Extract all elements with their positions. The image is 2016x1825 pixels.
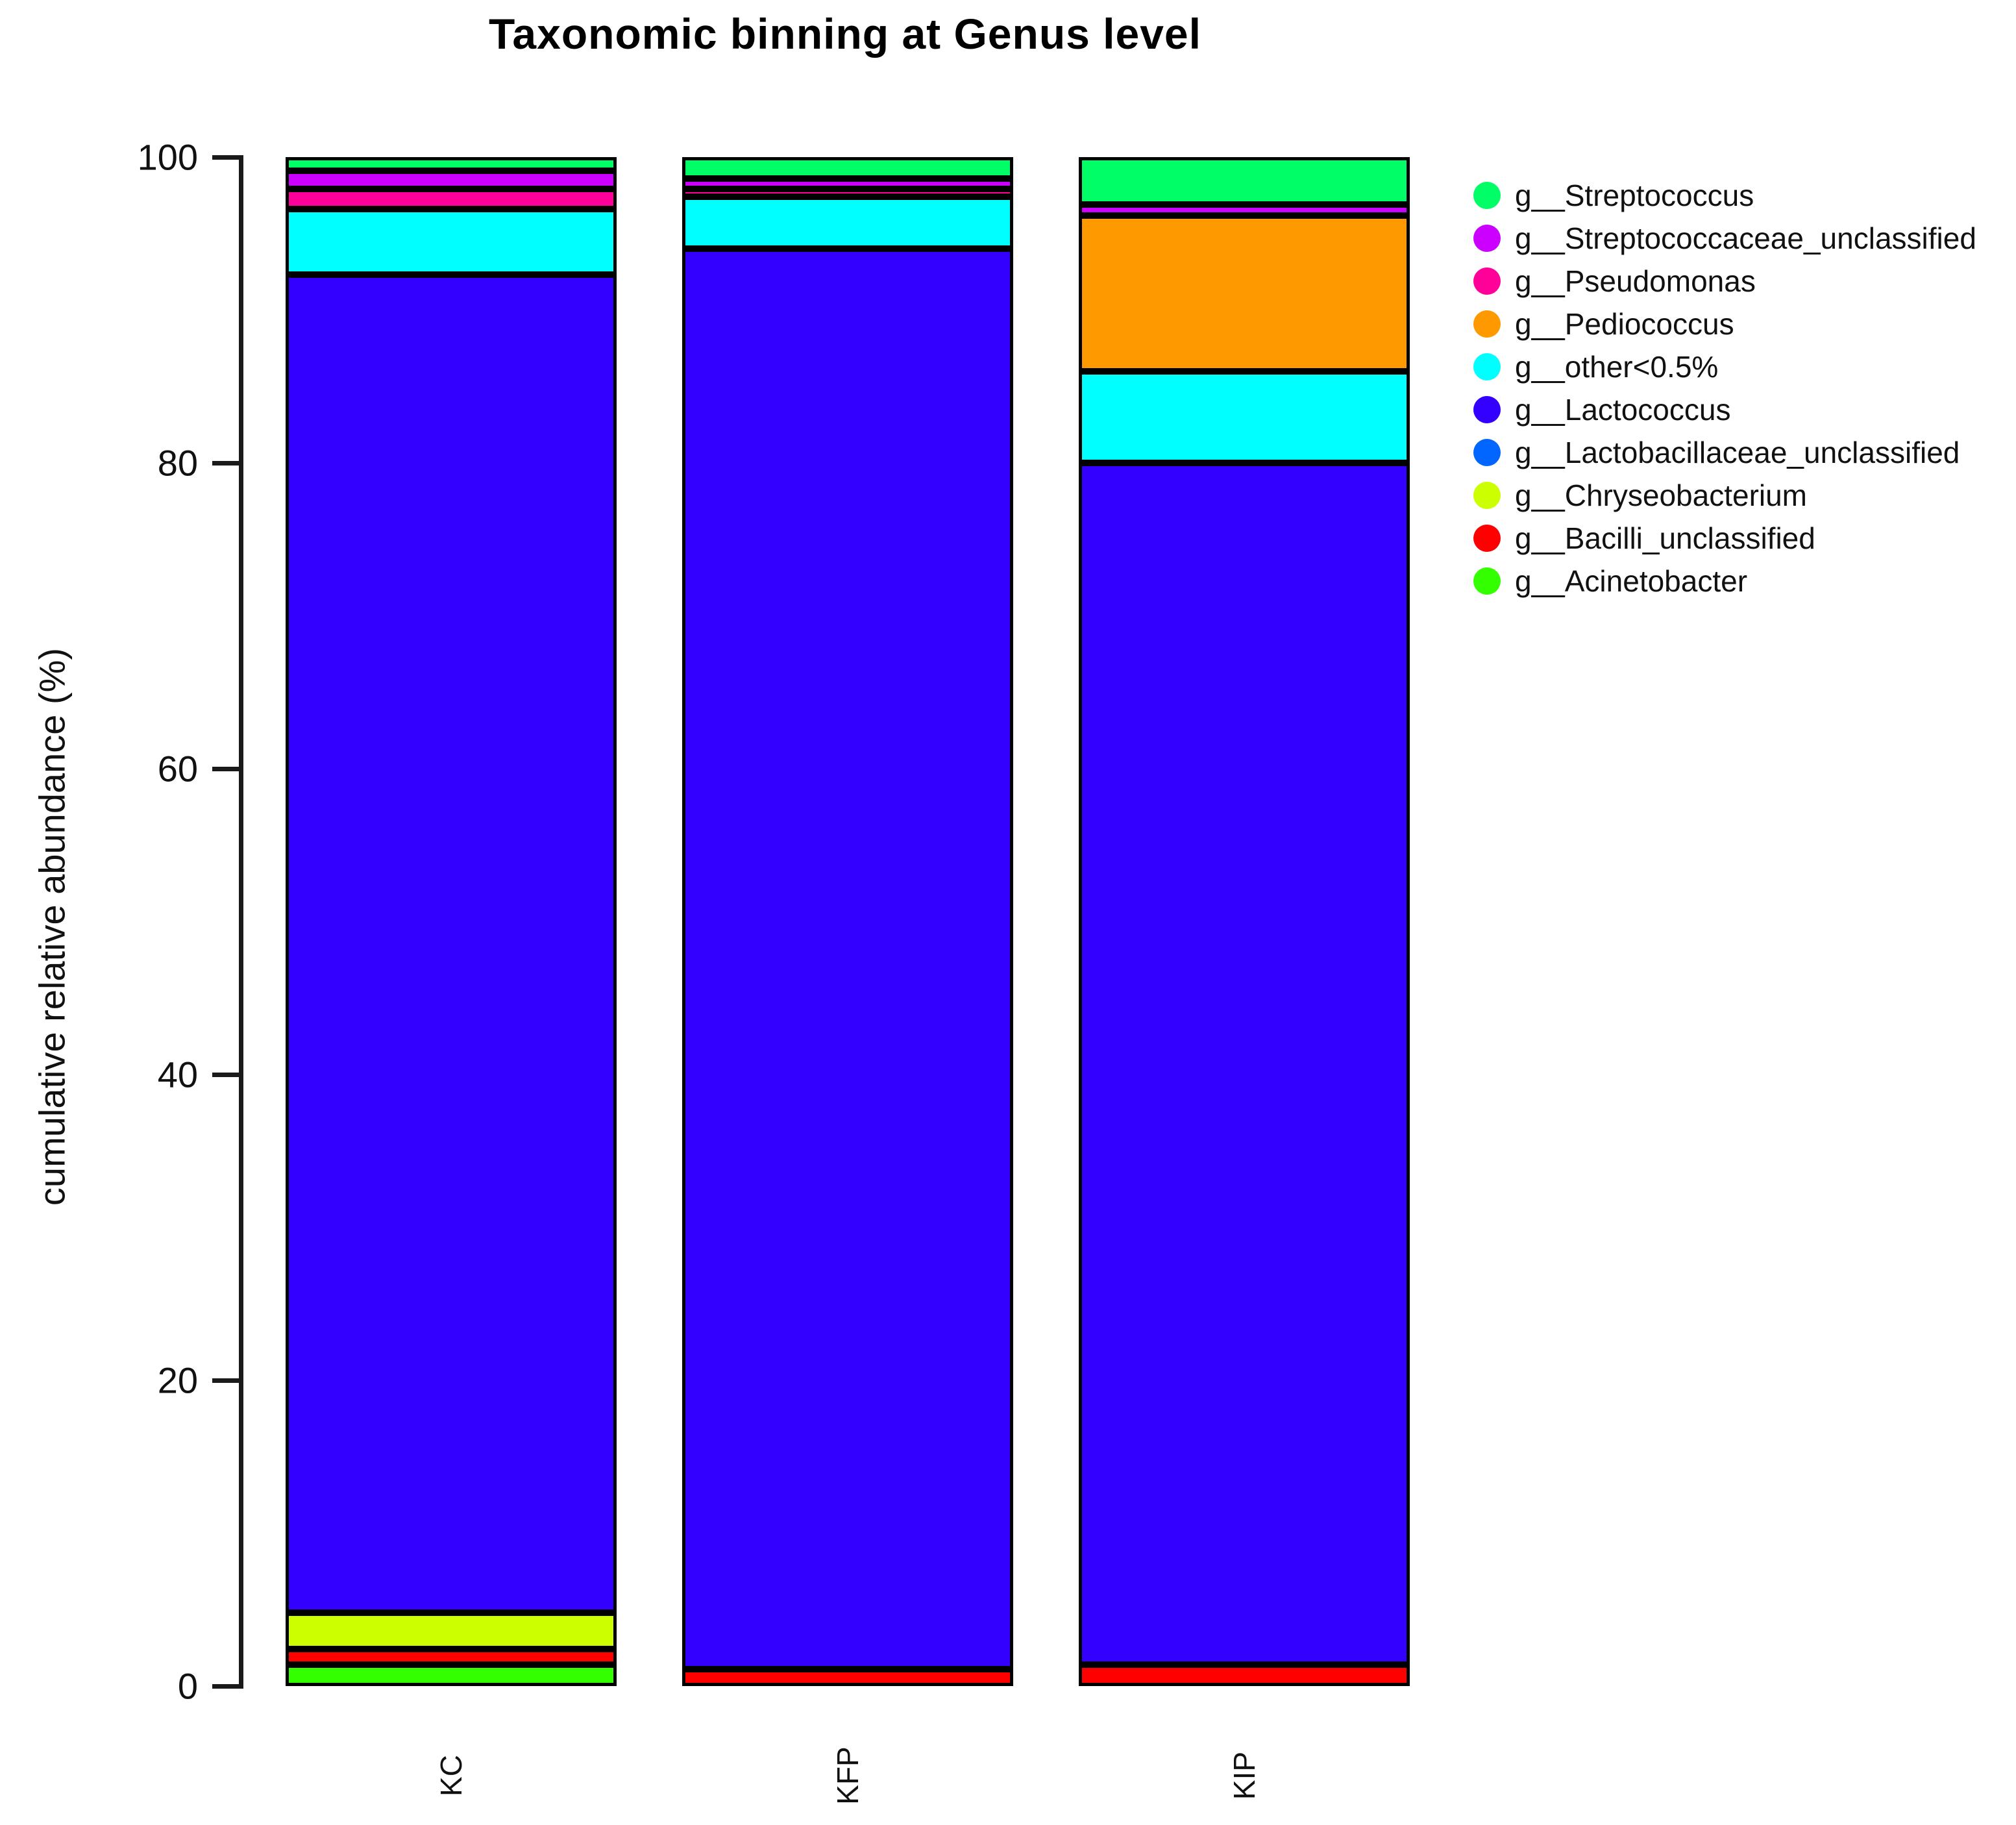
- legend-label: g__Streptococcus: [1515, 179, 1754, 212]
- y-tick: [212, 767, 242, 771]
- legend-label: g__Pseudomonas: [1515, 264, 1756, 298]
- chart-title: Taxonomic binning at Genus level: [489, 10, 1201, 58]
- bar-kfp: [682, 157, 1013, 1686]
- legend-color-dot: [1473, 310, 1501, 338]
- legend-label: g__Acinetobacter: [1515, 564, 1748, 598]
- legend-label: g__Lactobacillaceae_unclassified: [1515, 436, 1960, 469]
- bar-segment-kip-g-streptococcaceae-unclassified: [1079, 205, 1410, 216]
- legend-item: g__Streptococcus: [1468, 174, 2013, 217]
- bar-segment-kc-g-chryseobacterium: [286, 1612, 617, 1650]
- legend-color-dot: [1473, 439, 1501, 466]
- legend-item: g__Bacilli_unclassified: [1468, 517, 2013, 560]
- y-tick-label: 40: [157, 1054, 198, 1095]
- bar-kc: [286, 157, 617, 1686]
- bar-segment-kfp-g-streptococcaceae-unclassified: [682, 178, 1013, 190]
- legend-item: g__other<0.5%: [1468, 345, 2013, 388]
- y-tick-label: 60: [157, 748, 198, 789]
- x-label-kip: KIP: [1227, 1751, 1261, 1800]
- legend-item: g__Streptococcaceae_unclassified: [1468, 217, 2013, 260]
- y-tick: [212, 1684, 242, 1689]
- bar-kip: [1079, 157, 1410, 1686]
- legend-item: g__Chryseobacterium: [1468, 474, 2013, 517]
- bar-segment-kc-g-pseudomonas: [286, 189, 617, 210]
- legend-color-dot: [1473, 396, 1501, 423]
- legend-color-dot: [1473, 353, 1501, 380]
- legend-label: g__Pediococcus: [1515, 307, 1734, 341]
- y-axis-title: cumulative relative abundance (%): [31, 647, 73, 1206]
- legend: g__Streptococcus g__Streptococcaceae_uncl…: [1468, 174, 2013, 602]
- y-tick-label: 100: [137, 136, 198, 178]
- bar-segment-kc-g-streptococcaceae-unclassified: [286, 171, 617, 190]
- legend-color-dot: [1473, 525, 1501, 552]
- bar-segment-kip-g-bacilli-unclassified: [1079, 1665, 1410, 1686]
- legend-label: g__other<0.5%: [1515, 350, 1719, 384]
- legend-color-dot: [1473, 225, 1501, 252]
- bar-segment-kc-g-bacilli-unclassified: [286, 1649, 617, 1665]
- legend-color-dot: [1473, 482, 1501, 509]
- bar-segment-kip-g-other-0-5-: [1079, 371, 1410, 463]
- y-tick: [212, 1378, 242, 1383]
- y-tick: [212, 1073, 242, 1077]
- legend-item: g__Pediococcus: [1468, 303, 2013, 345]
- bar-segment-kfp-g-streptococcus: [682, 157, 1013, 179]
- bar-segment-kfp-g-bacilli-unclassified: [682, 1669, 1013, 1686]
- legend-item: g__Pseudomonas: [1468, 260, 2013, 303]
- legend-label: g__Bacilli_unclassified: [1515, 521, 1815, 555]
- bar-segment-kip-g-streptococcus: [1079, 157, 1410, 205]
- y-tick-label: 80: [157, 442, 198, 484]
- x-label-kc: KC: [434, 1755, 468, 1796]
- y-tick-label: 0: [177, 1665, 198, 1707]
- legend-item: g__Lactobacillaceae_unclassified: [1468, 431, 2013, 474]
- legend-color-dot: [1473, 267, 1501, 295]
- y-tick-label: 20: [157, 1359, 198, 1401]
- legend-color-dot: [1473, 567, 1501, 595]
- y-tick: [212, 461, 242, 466]
- bar-segment-kfp-g-pseudomonas: [682, 189, 1013, 197]
- legend-label: g__Streptococcaceae_unclassified: [1515, 221, 1976, 255]
- bar-segment-kc-g-lactococcus: [286, 275, 617, 1613]
- bar-segment-kc-g-acinetobacter: [286, 1665, 617, 1686]
- bar-segment-kc-g-other-0-5-: [286, 209, 617, 275]
- y-axis-line: [239, 155, 243, 1689]
- legend-label: g__Chryseobacterium: [1515, 478, 1808, 512]
- bar-segment-kfp-g-other-0-5-: [682, 197, 1013, 249]
- legend-item: g__Acinetobacter: [1468, 560, 2013, 602]
- bar-segment-kc-g-streptococcus: [286, 157, 617, 171]
- x-label-kfp: KFP: [831, 1746, 865, 1805]
- bar-segment-kip-g-lactococcus: [1079, 463, 1410, 1665]
- bar-segment-kfp-g-lactococcus: [682, 249, 1013, 1670]
- bar-segment-kip-g-pediococcus: [1079, 215, 1410, 371]
- legend-label: g__Lactococcus: [1515, 393, 1731, 427]
- y-tick: [212, 155, 242, 160]
- legend-item: g__Lactococcus: [1468, 388, 2013, 431]
- legend-color-dot: [1473, 182, 1501, 209]
